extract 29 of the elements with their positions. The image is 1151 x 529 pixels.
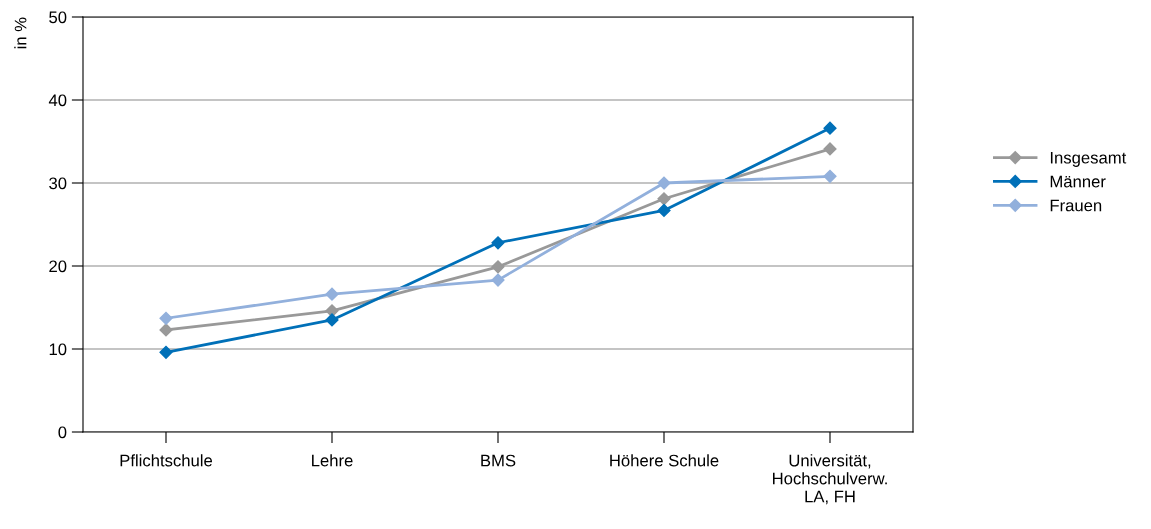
legend-label: Frauen bbox=[1050, 199, 1102, 212]
y-tick-label: 30 bbox=[49, 177, 67, 190]
point bbox=[657, 192, 671, 206]
x-tick-label: Pflichtschule bbox=[120, 454, 213, 467]
point bbox=[325, 287, 339, 301]
y-tick-label: 10 bbox=[49, 343, 67, 356]
point bbox=[823, 169, 837, 183]
point bbox=[325, 304, 339, 318]
point bbox=[325, 313, 339, 327]
legend-label: Insgesamt bbox=[1050, 151, 1127, 167]
x-tick-label: BMS bbox=[481, 454, 516, 467]
point bbox=[491, 236, 505, 250]
x-tick-label: Universität, Hochschulverw. LA, FH bbox=[773, 454, 887, 505]
x-tick-label: Höhere Schule bbox=[610, 454, 719, 467]
y-tick-label: 20 bbox=[49, 260, 67, 273]
y-tick-label: 50 bbox=[49, 11, 67, 24]
y-axis-title: in % bbox=[14, 17, 27, 49]
point bbox=[823, 121, 837, 135]
point bbox=[159, 345, 173, 359]
y-tick-label: 0 bbox=[58, 426, 67, 439]
point bbox=[657, 203, 671, 217]
point bbox=[159, 311, 173, 325]
legend-label: Männer bbox=[1050, 175, 1106, 188]
point bbox=[491, 273, 505, 287]
x-tick-label: Lehre bbox=[312, 454, 353, 467]
y-tick-label: 40 bbox=[48, 94, 67, 107]
point bbox=[491, 260, 505, 274]
point bbox=[823, 142, 837, 156]
point bbox=[657, 176, 671, 190]
